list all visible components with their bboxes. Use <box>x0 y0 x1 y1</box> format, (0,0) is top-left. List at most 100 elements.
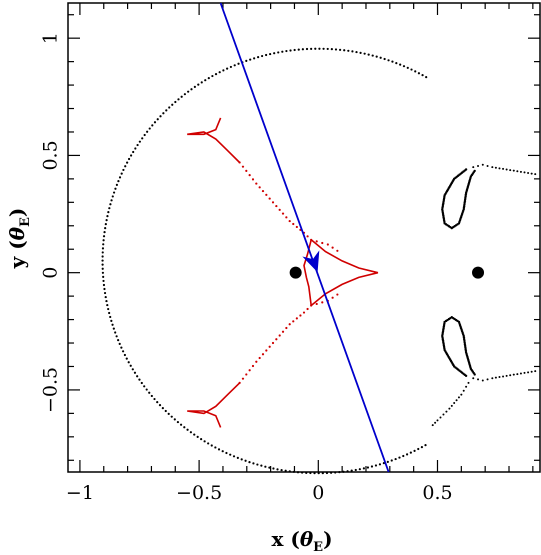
critical-curve-dot <box>252 462 255 465</box>
critical-curve-dot <box>222 69 225 72</box>
critical-curve-dot <box>297 48 300 51</box>
critical-curve-dot <box>305 47 309 51</box>
caustic-dot <box>295 317 298 320</box>
critical-curve-dot <box>346 470 349 473</box>
critical-tail-dot <box>445 410 448 413</box>
critical-curve-dot <box>406 66 409 69</box>
critical-curve-dot <box>424 444 427 447</box>
critical-curve-dot <box>138 140 141 143</box>
critical-curve-dot <box>196 435 199 438</box>
y-tick-label: 0.5 <box>40 140 62 170</box>
critical-curve-dot <box>301 48 304 51</box>
critical-curve-dot <box>362 467 365 470</box>
caustic-dot <box>315 302 318 306</box>
critical-curve-dot <box>114 187 117 190</box>
critical-curve-dot <box>104 295 107 299</box>
caustic-dot <box>255 182 258 185</box>
critical-curve-dot <box>410 68 413 71</box>
critical-curve-dot <box>284 469 287 472</box>
critical-curve-dot <box>114 331 117 334</box>
critical-curve-dot <box>125 357 128 360</box>
critical-tail-dot <box>442 413 445 416</box>
critical-curve-dot <box>218 71 221 74</box>
critical-curve-dot <box>111 323 114 326</box>
caustic-dot <box>265 193 268 196</box>
x-axis-label: x (θE) <box>271 527 332 555</box>
critical-curve-dot <box>236 456 239 459</box>
critical-curve-dot <box>383 57 386 61</box>
caustic-dot <box>251 178 255 181</box>
caustic-curves <box>187 117 379 428</box>
critical-curve-dot <box>104 222 107 226</box>
critical-curve-dot <box>237 62 240 65</box>
critical-curve-dot <box>136 143 139 147</box>
critical-curve-dot <box>417 72 421 75</box>
critical-tail-dot <box>519 170 522 173</box>
critical-tail-dot <box>494 166 497 169</box>
critical-tail-dot <box>448 407 451 410</box>
caustic-dot <box>251 364 255 368</box>
critical-tail-dot <box>453 402 456 405</box>
critical-curve-dot <box>248 460 251 464</box>
x-tick-labels: −1 −0.5 0 0.5 <box>66 482 453 504</box>
critical-curve-dot <box>120 346 123 349</box>
critical-curve-dot <box>405 453 409 456</box>
critical-curve-dot <box>229 65 232 69</box>
critical-curve-dot <box>375 55 378 58</box>
critical-curve-dot <box>107 211 110 214</box>
critical-curve-dot <box>414 70 417 73</box>
critical-curve-dot <box>102 235 106 238</box>
critical-curve-dot <box>390 459 393 462</box>
caustic-dot <box>336 293 339 296</box>
critical-curve-dot <box>102 239 105 242</box>
critical-curve-dot <box>200 81 203 84</box>
critical-curve-dot <box>379 56 382 59</box>
critical-curve-dot <box>313 472 316 475</box>
critical-curve-dot <box>141 137 144 140</box>
critical-curve-dot <box>334 471 337 474</box>
caustic-segment <box>310 239 379 307</box>
critical-curve-dot <box>145 388 148 391</box>
critical-curve-dot <box>127 361 130 364</box>
critical-tail-dot <box>486 378 489 381</box>
critical-curve-dot <box>210 444 213 447</box>
critical-curve-dot <box>288 470 291 473</box>
critical-tail-dot <box>534 173 537 176</box>
critical-curve-dot <box>177 98 180 101</box>
critical-curve-dot <box>133 371 137 374</box>
critical-curve-dot <box>395 61 398 65</box>
critical-curve-dot <box>183 93 186 96</box>
critical-tail-dot <box>530 172 533 175</box>
critical-curve-dot <box>110 199 113 202</box>
caustic-dot <box>281 330 285 333</box>
critical-curve-dot <box>204 79 207 82</box>
critical-curve-dot <box>314 47 317 50</box>
x-tick-label: −0.5 <box>176 482 222 504</box>
critical-curve-dot <box>174 100 177 104</box>
caustic-dot <box>310 238 313 241</box>
critical-curve-dot <box>143 133 146 137</box>
critical-curve-dot <box>269 52 272 56</box>
critical-curve-dot <box>256 463 259 466</box>
critical-curve-dot <box>268 466 271 469</box>
caustic-dot <box>331 296 334 299</box>
critical-curve-dot <box>132 150 135 154</box>
critical-tail-dot <box>494 376 497 379</box>
critical-curves <box>101 47 537 475</box>
caustic-dot <box>238 381 241 384</box>
caustic-dot <box>265 349 268 352</box>
critical-curve-dot <box>187 90 190 93</box>
critical-curve-dot <box>318 47 321 50</box>
critical-curve-dot <box>117 339 120 342</box>
caustic-dot <box>281 212 285 215</box>
critical-curve-dot <box>102 243 105 246</box>
critical-curve-dot <box>131 368 134 371</box>
critical-curve-dot <box>354 468 357 472</box>
critical-curve-dot <box>110 319 113 322</box>
critical-curve-dot <box>103 291 107 295</box>
critical-curve-dot <box>162 112 165 115</box>
critical-curve-dot <box>277 51 280 54</box>
critical-curve-dot <box>168 106 171 109</box>
critical-curve-dot <box>105 218 108 222</box>
